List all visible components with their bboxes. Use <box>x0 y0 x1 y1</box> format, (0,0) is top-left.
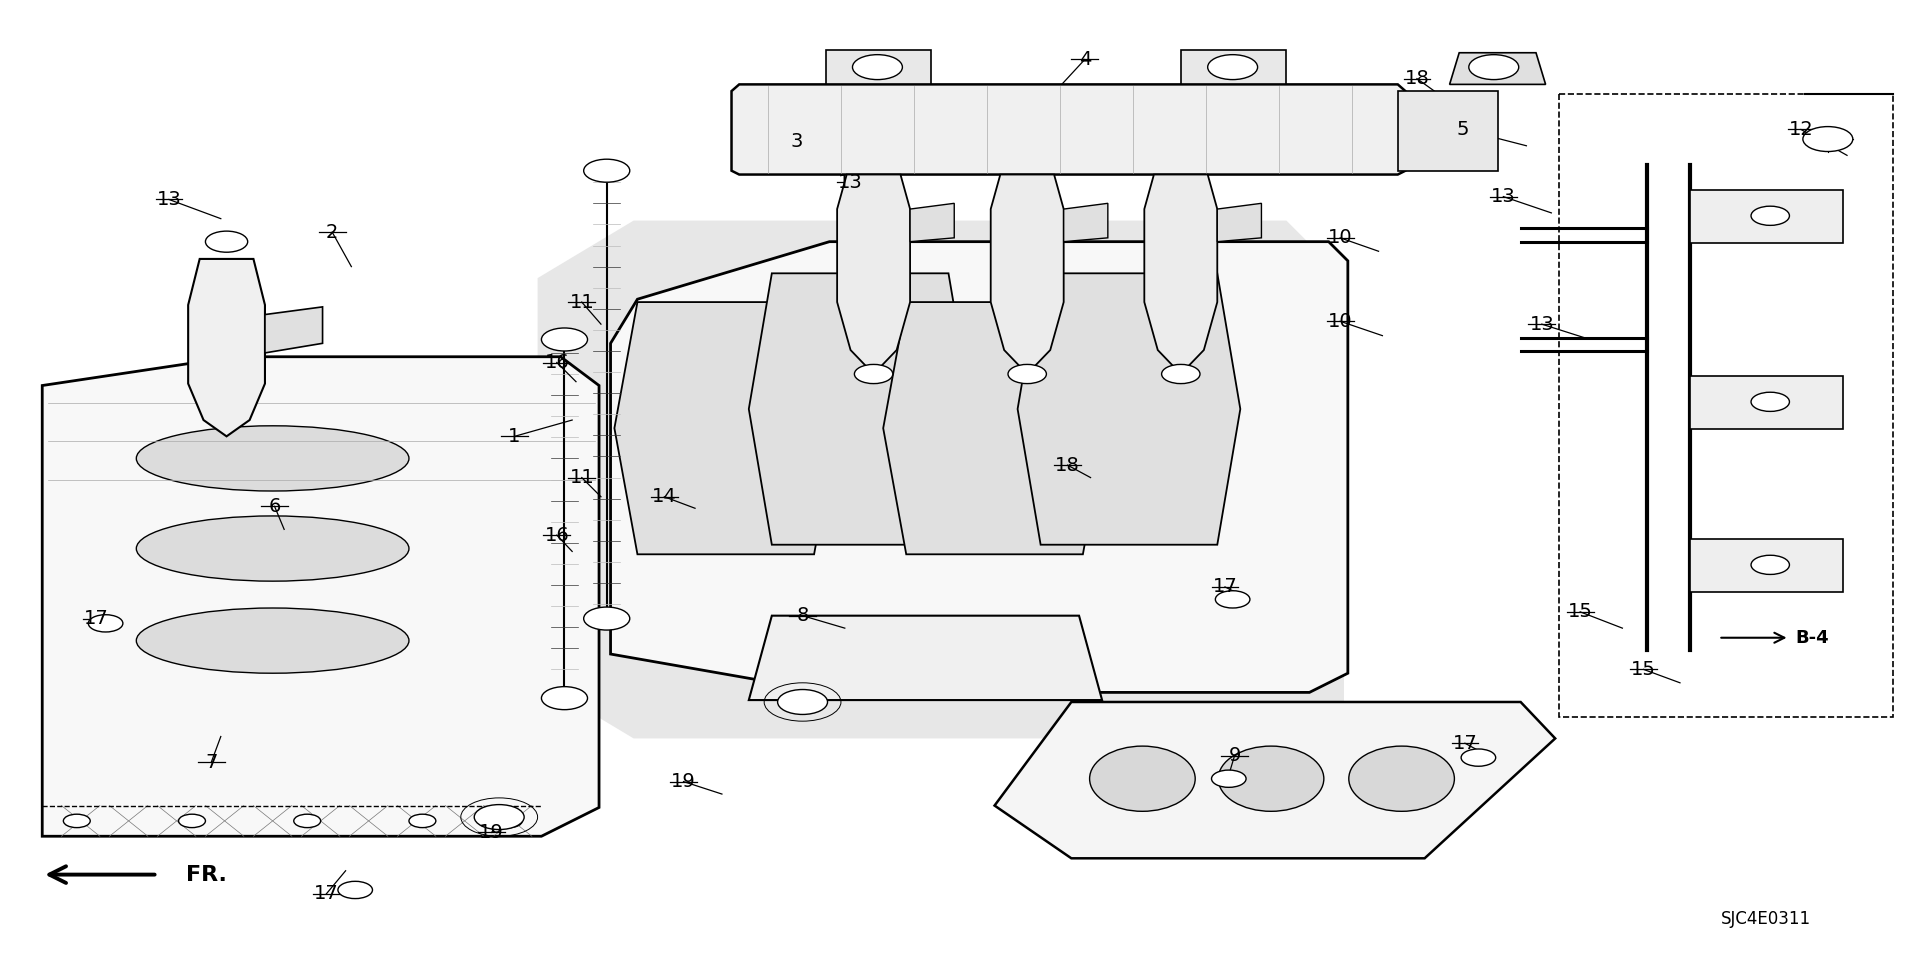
Circle shape <box>854 364 893 384</box>
Circle shape <box>1751 392 1789 411</box>
Text: 13: 13 <box>1492 187 1515 206</box>
Circle shape <box>1008 364 1046 384</box>
Ellipse shape <box>136 608 409 673</box>
Polygon shape <box>1398 91 1498 171</box>
Text: 10: 10 <box>1329 312 1352 331</box>
Text: 17: 17 <box>1213 577 1236 596</box>
Circle shape <box>474 805 524 830</box>
Text: 12: 12 <box>1789 120 1812 139</box>
Circle shape <box>1751 555 1789 574</box>
Circle shape <box>1212 770 1246 787</box>
Text: 19: 19 <box>672 772 695 791</box>
Polygon shape <box>42 357 599 836</box>
Text: 13: 13 <box>1530 315 1553 334</box>
Circle shape <box>63 814 90 828</box>
Text: 15: 15 <box>1569 602 1592 621</box>
Circle shape <box>1208 55 1258 80</box>
Text: 3: 3 <box>791 132 803 152</box>
Polygon shape <box>1144 175 1217 374</box>
Circle shape <box>294 814 321 828</box>
Text: 18: 18 <box>1405 69 1428 88</box>
Circle shape <box>584 607 630 630</box>
Polygon shape <box>1217 203 1261 242</box>
Ellipse shape <box>1217 746 1325 811</box>
Polygon shape <box>1690 190 1843 243</box>
Ellipse shape <box>1089 746 1194 811</box>
Polygon shape <box>188 259 265 436</box>
Text: 7: 7 <box>205 753 217 772</box>
Text: B-4: B-4 <box>1795 629 1830 646</box>
Text: 11: 11 <box>570 292 593 312</box>
Polygon shape <box>1018 273 1240 545</box>
Polygon shape <box>732 84 1405 175</box>
Text: FR.: FR. <box>186 865 227 884</box>
Circle shape <box>205 231 248 252</box>
Circle shape <box>495 814 522 828</box>
Circle shape <box>778 690 828 714</box>
Text: 14: 14 <box>653 487 676 506</box>
Text: 13: 13 <box>157 190 180 209</box>
Ellipse shape <box>136 426 409 491</box>
Polygon shape <box>995 702 1555 858</box>
Text: 17: 17 <box>84 609 108 628</box>
Polygon shape <box>611 242 1348 692</box>
Polygon shape <box>883 302 1106 554</box>
Text: 15: 15 <box>1632 660 1655 679</box>
Polygon shape <box>1690 376 1843 429</box>
Text: 17: 17 <box>1453 734 1476 753</box>
Polygon shape <box>826 50 931 84</box>
Circle shape <box>541 328 588 351</box>
Polygon shape <box>749 616 1102 700</box>
Circle shape <box>88 615 123 632</box>
Circle shape <box>179 814 205 828</box>
Circle shape <box>852 55 902 80</box>
Text: SJC4E0311: SJC4E0311 <box>1722 910 1811 927</box>
Text: 2: 2 <box>326 222 338 242</box>
Text: 10: 10 <box>1329 228 1352 247</box>
Circle shape <box>1469 55 1519 80</box>
Ellipse shape <box>136 516 409 581</box>
Text: 16: 16 <box>545 526 568 545</box>
Text: 17: 17 <box>315 884 338 903</box>
Polygon shape <box>837 175 910 374</box>
Circle shape <box>584 159 630 182</box>
Circle shape <box>1461 749 1496 766</box>
Circle shape <box>1215 591 1250 608</box>
Text: 8: 8 <box>797 606 808 625</box>
Polygon shape <box>991 175 1064 374</box>
Polygon shape <box>1064 203 1108 242</box>
Polygon shape <box>538 221 1344 738</box>
Circle shape <box>338 881 372 899</box>
Text: 9: 9 <box>1229 746 1240 765</box>
Circle shape <box>541 687 588 710</box>
Polygon shape <box>265 307 323 353</box>
Circle shape <box>409 814 436 828</box>
Circle shape <box>1162 364 1200 384</box>
Polygon shape <box>749 273 972 545</box>
Text: 19: 19 <box>480 823 503 842</box>
Polygon shape <box>1181 50 1286 84</box>
Text: 16: 16 <box>545 353 568 372</box>
Text: 6: 6 <box>269 497 280 516</box>
Circle shape <box>1803 127 1853 152</box>
Polygon shape <box>1690 539 1843 592</box>
Text: 5: 5 <box>1457 120 1469 139</box>
Circle shape <box>1751 206 1789 225</box>
Ellipse shape <box>1348 746 1455 811</box>
Polygon shape <box>1450 53 1546 84</box>
Text: 13: 13 <box>839 173 862 192</box>
Text: 18: 18 <box>1056 456 1079 475</box>
Text: 4: 4 <box>1079 50 1091 69</box>
Polygon shape <box>910 203 954 242</box>
Polygon shape <box>614 302 837 554</box>
Text: 1: 1 <box>509 427 520 446</box>
Text: 11: 11 <box>570 468 593 487</box>
